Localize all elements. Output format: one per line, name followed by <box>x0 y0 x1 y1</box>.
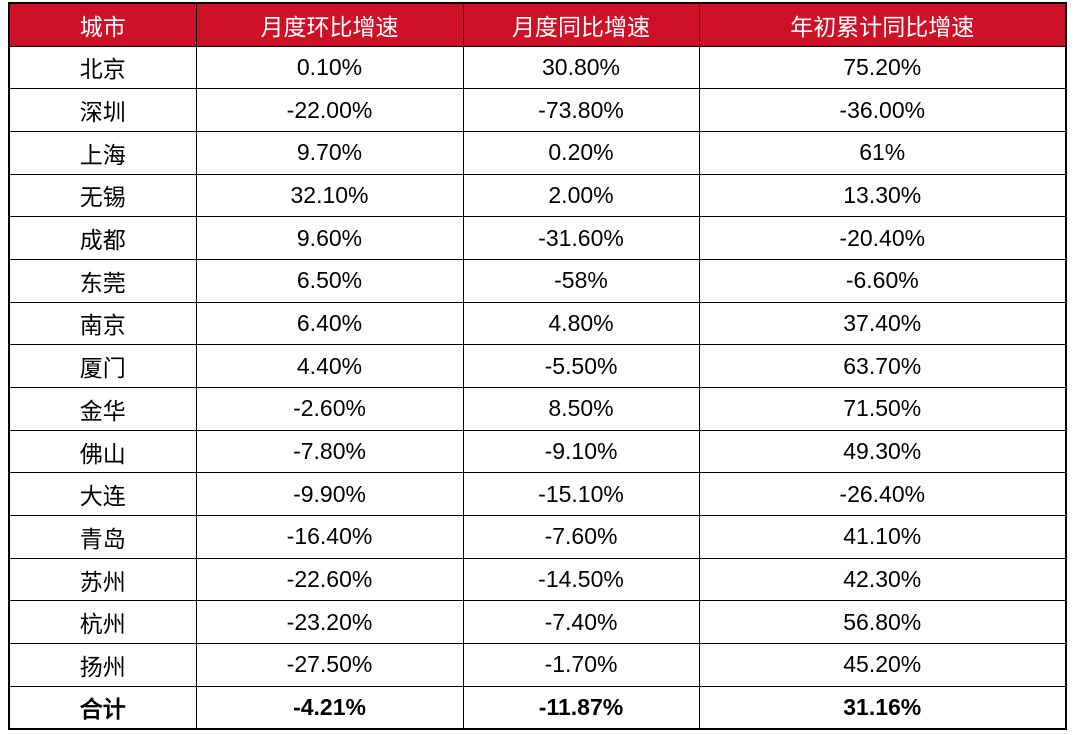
cell-ytd-yoy-growth: 75.20% <box>698 45 1067 90</box>
cell-ytd-yoy-growth: 42.30% <box>698 557 1067 602</box>
cell-yoy-growth: -7.40% <box>462 600 700 645</box>
cell-ytd-yoy-growth: 41.10% <box>698 515 1067 559</box>
header-row: 城市 月度环比增速 月度同比增速 年初累计同比增速 <box>8 2 1067 47</box>
table-row: 苏州 -22.60% -14.50% 42.30% <box>8 557 1067 602</box>
cell-mom-growth: 0.10% <box>195 45 464 90</box>
table-body: 北京 0.10% 30.80% 75.20% 深圳 -22.00% -73.80% -36.0… <box>8 45 1067 730</box>
cell-city: 南京 <box>8 301 197 346</box>
column-header-city: 城市 <box>8 2 197 47</box>
cell-yoy-growth: 8.50% <box>462 387 700 431</box>
table-row: 深圳 -22.00% -73.80% -36.00% <box>8 88 1067 132</box>
table-row: 南京 6.40% 4.80% 37.40% <box>8 301 1067 346</box>
column-header-mom-growth: 月度环比增速 <box>195 2 464 47</box>
table-row: 成都 9.60% -31.60% -20.40% <box>8 216 1067 260</box>
cell-city: 扬州 <box>8 643 197 687</box>
cell-yoy-growth: 2.00% <box>462 173 700 218</box>
cell-yoy-growth: -58% <box>462 258 700 303</box>
cell-yoy-growth: -31.60% <box>462 216 700 260</box>
table-row: 扬州 -27.50% -1.70% 45.20% <box>8 643 1067 687</box>
table-row: 杭州 -23.20% -7.40% 56.80% <box>8 600 1067 645</box>
cell-ytd-yoy-growth: 49.30% <box>698 429 1067 474</box>
cell-mom-growth: 9.60% <box>195 216 464 260</box>
cell-yoy-growth: -73.80% <box>462 88 700 132</box>
cell-city: 青岛 <box>8 515 197 559</box>
cell-city: 佛山 <box>8 429 197 474</box>
cell-ytd-yoy-growth: 61% <box>698 130 1067 175</box>
cell-mom-growth: -7.80% <box>195 429 464 474</box>
cell-city: 苏州 <box>8 557 197 602</box>
table-row: 青岛 -16.40% -7.60% 41.10% <box>8 515 1067 559</box>
cell-yoy-growth: -15.10% <box>462 472 700 517</box>
cell-city: 上海 <box>8 130 197 175</box>
column-header-ytd-yoy-growth: 年初累计同比增速 <box>698 2 1067 47</box>
table-row: 东莞 6.50% -58% -6.60% <box>8 258 1067 303</box>
cell-city: 无锡 <box>8 173 197 218</box>
cell-city: 杭州 <box>8 600 197 645</box>
cell-mom-growth: -23.20% <box>195 600 464 645</box>
cell-ytd-yoy-growth: -36.00% <box>698 88 1067 132</box>
cell-city: 东莞 <box>8 258 197 303</box>
cell-yoy-growth: 30.80% <box>462 45 700 90</box>
column-header-yoy-growth: 月度同比增速 <box>462 2 700 47</box>
cell-ytd-yoy-growth: -26.40% <box>698 472 1067 517</box>
cell-mom-growth: 4.40% <box>195 344 464 388</box>
table-row: 佛山 -7.80% -9.10% 49.30% <box>8 429 1067 474</box>
total-row: 合计 -4.21% -11.87% 31.16% <box>8 685 1067 730</box>
cell-ytd-yoy-growth: 37.40% <box>698 301 1067 346</box>
cell-mom-growth: 6.50% <box>195 258 464 303</box>
cell-yoy-growth: -1.70% <box>462 643 700 687</box>
cell-mom-growth: 32.10% <box>195 173 464 218</box>
cell-mom-growth: -22.00% <box>195 88 464 132</box>
cell-ytd-yoy-growth: 31.16% <box>698 685 1067 730</box>
cell-city: 合计 <box>8 685 197 730</box>
table-row: 大连 -9.90% -15.10% -26.40% <box>8 472 1067 517</box>
cell-ytd-yoy-growth: -20.40% <box>698 216 1067 260</box>
table-row: 无锡 32.10% 2.00% 13.30% <box>8 173 1067 218</box>
cell-city: 深圳 <box>8 88 197 132</box>
table-row: 金华 -2.60% 8.50% 71.50% <box>8 387 1067 431</box>
cell-ytd-yoy-growth: 63.70% <box>698 344 1067 388</box>
cell-mom-growth: -22.60% <box>195 557 464 602</box>
cell-mom-growth: 9.70% <box>195 130 464 175</box>
cell-city: 金华 <box>8 387 197 431</box>
cell-yoy-growth: -14.50% <box>462 557 700 602</box>
cell-city: 北京 <box>8 45 197 90</box>
cell-ytd-yoy-growth: 45.20% <box>698 643 1067 687</box>
cell-city: 厦门 <box>8 344 197 388</box>
cell-mom-growth: 6.40% <box>195 301 464 346</box>
cell-ytd-yoy-growth: 71.50% <box>698 387 1067 431</box>
cell-yoy-growth: -7.60% <box>462 515 700 559</box>
cell-yoy-growth: 0.20% <box>462 130 700 175</box>
table-row: 北京 0.10% 30.80% 75.20% <box>8 45 1067 90</box>
cell-city: 大连 <box>8 472 197 517</box>
cell-ytd-yoy-growth: 13.30% <box>698 173 1067 218</box>
cell-city: 成都 <box>8 216 197 260</box>
cell-mom-growth: -27.50% <box>195 643 464 687</box>
cell-yoy-growth: 4.80% <box>462 301 700 346</box>
table-head: 城市 月度环比增速 月度同比增速 年初累计同比增速 <box>8 2 1067 47</box>
table-row: 厦门 4.40% -5.50% 63.70% <box>8 344 1067 388</box>
cell-ytd-yoy-growth: -6.60% <box>698 258 1067 303</box>
cell-yoy-growth: -5.50% <box>462 344 700 388</box>
cell-mom-growth: -2.60% <box>195 387 464 431</box>
table-row: 上海 9.70% 0.20% 61% <box>8 130 1067 175</box>
cell-yoy-growth: -9.10% <box>462 429 700 474</box>
city-growth-table: 城市 月度环比增速 月度同比增速 年初累计同比增速 北京 0.10% 30.80% 75.2… <box>8 2 1067 730</box>
cell-mom-growth: -16.40% <box>195 515 464 559</box>
cell-yoy-growth: -11.87% <box>462 685 700 730</box>
cell-mom-growth: -4.21% <box>195 685 464 730</box>
cell-mom-growth: -9.90% <box>195 472 464 517</box>
cell-ytd-yoy-growth: 56.80% <box>698 600 1067 645</box>
